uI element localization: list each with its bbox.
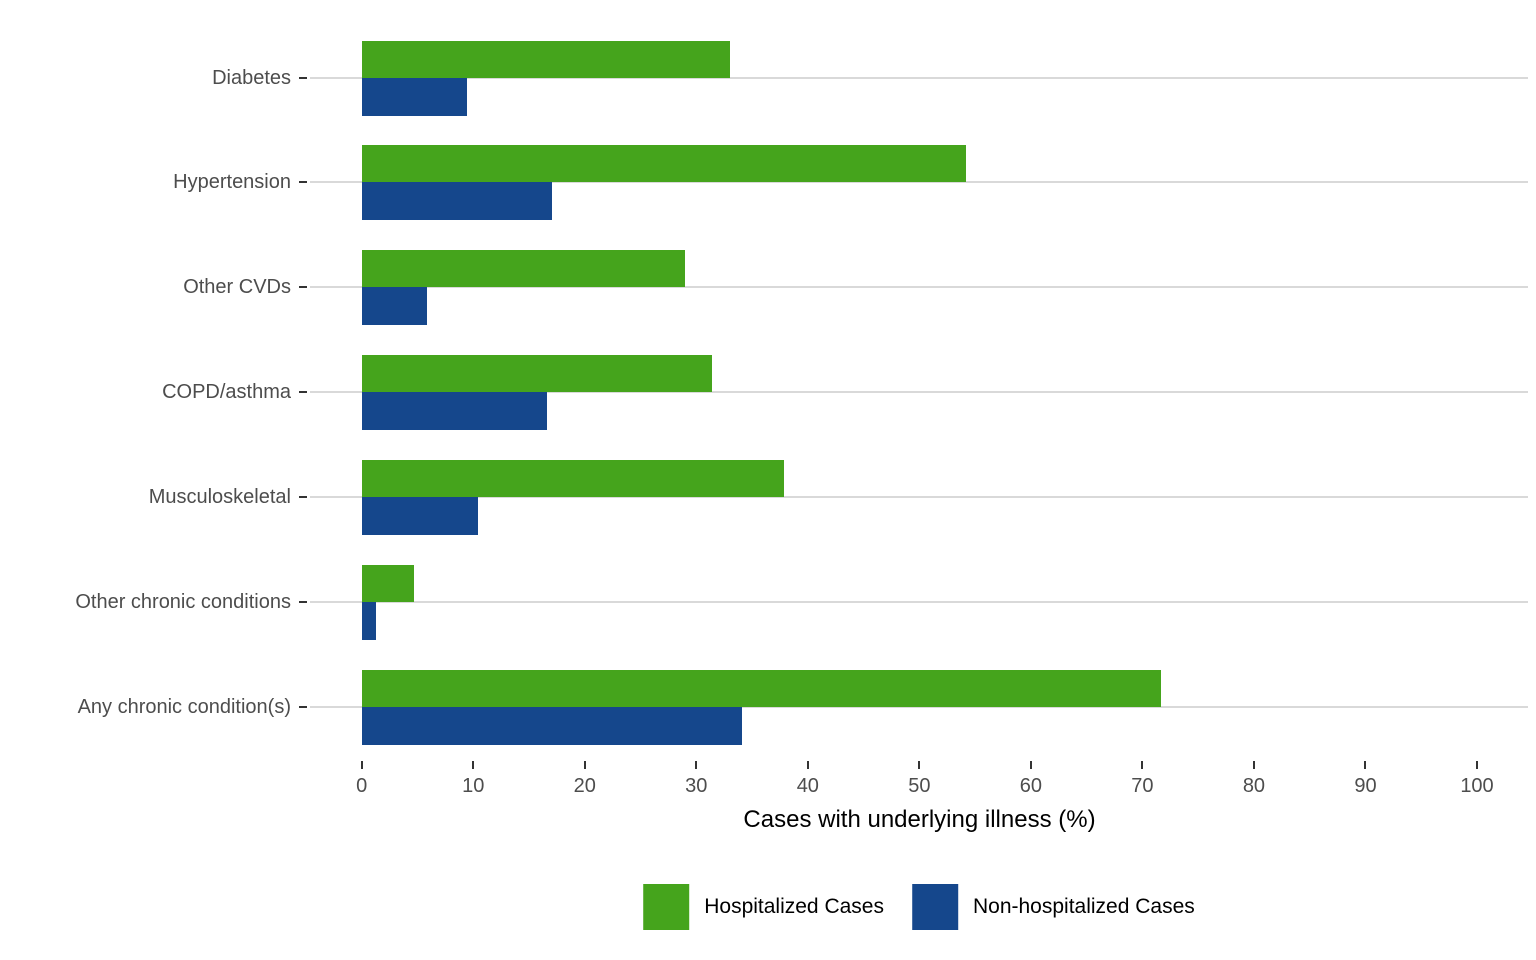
bar-hospitalized [361,40,730,78]
bar-hospitalized [361,565,415,602]
x-axis-tick [695,761,698,769]
x-axis-tick-label: 50 [908,775,931,797]
legend-label-non-hospitalized: Non-hospitalized Cases [972,895,1195,918]
y-axis-tick [299,286,307,289]
y-axis-tick [299,76,307,79]
y-axis-category-label: Other chronic conditions [75,591,291,613]
panel-gridline [310,705,1528,708]
panel-gridline [310,286,1528,289]
legend: Hospitalized Cases Non-hospitalized Case… [643,884,1195,930]
x-axis-tick-label: 0 [356,775,368,797]
y-axis-category-label: Diabetes [212,66,291,89]
legend-swatch-non-hospitalized [911,884,958,930]
x-axis-tick-label: 20 [573,775,596,797]
panel-gridline [310,76,1528,79]
bar-non-hospitalized [361,602,377,640]
bar-non-hospitalized [361,497,478,536]
x-axis-tick [1252,761,1255,769]
bar-non-hospitalized [361,706,742,745]
x-axis-tick [1141,761,1144,769]
bar-hospitalized [361,145,967,183]
y-axis-category-label: Hypertension [173,171,291,194]
x-axis-tick-label: 70 [1131,775,1154,797]
x-axis-tick [1476,761,1478,769]
y-axis-category-label: Any chronic condition(s) [77,695,291,718]
legend-item-hospitalized: Hospitalized Cases [643,884,884,930]
y-axis-tick [299,601,307,603]
x-axis-tick-label: 100 [1460,775,1494,797]
bar-non-hospitalized [361,182,553,221]
x-axis-tick [806,761,809,769]
y-axis-category-label: Musculoskeletal [148,486,291,509]
x-axis-tick [1364,761,1367,769]
bar-non-hospitalized [361,392,547,431]
panel-gridline [310,391,1528,394]
y-axis-category-label: Other CVDs [183,276,291,299]
y-axis-tick [299,496,307,499]
x-axis-tick-label: 60 [1019,775,1042,797]
x-axis-tick-label: 30 [685,775,708,797]
x-axis-tick [1029,761,1032,769]
legend-swatch-hospitalized [643,884,690,930]
bar-hospitalized [361,355,712,393]
y-axis-tick [299,181,307,184]
bar-hospitalized [361,250,686,288]
y-axis-tick [299,391,307,394]
x-axis-tick-label: 10 [462,775,485,797]
x-axis-tick [583,761,586,769]
legend-label-hospitalized: Hospitalized Cases [704,895,884,918]
x-axis-tick-label: 40 [796,775,819,797]
x-axis-title: Cases with underlying illness (%) [743,806,1096,833]
panel-gridline [310,601,1528,603]
bar-non-hospitalized [361,287,428,326]
x-axis-tick-label: 90 [1354,775,1377,797]
bar-hospitalized [361,460,785,498]
bar-non-hospitalized [361,77,467,116]
x-axis-tick-label: 80 [1242,775,1266,797]
x-axis-tick [918,761,921,769]
y-axis-tick [299,705,307,708]
x-axis-tick [360,761,363,769]
panel-gridline [310,496,1528,499]
legend-item-non-hospitalized: Non-hospitalized Cases [911,884,1195,930]
x-axis-tick [472,761,475,769]
bar-hospitalized [361,669,1162,707]
panel-gridline [310,181,1528,184]
y-axis-category-label: COPD/asthma [162,381,291,404]
